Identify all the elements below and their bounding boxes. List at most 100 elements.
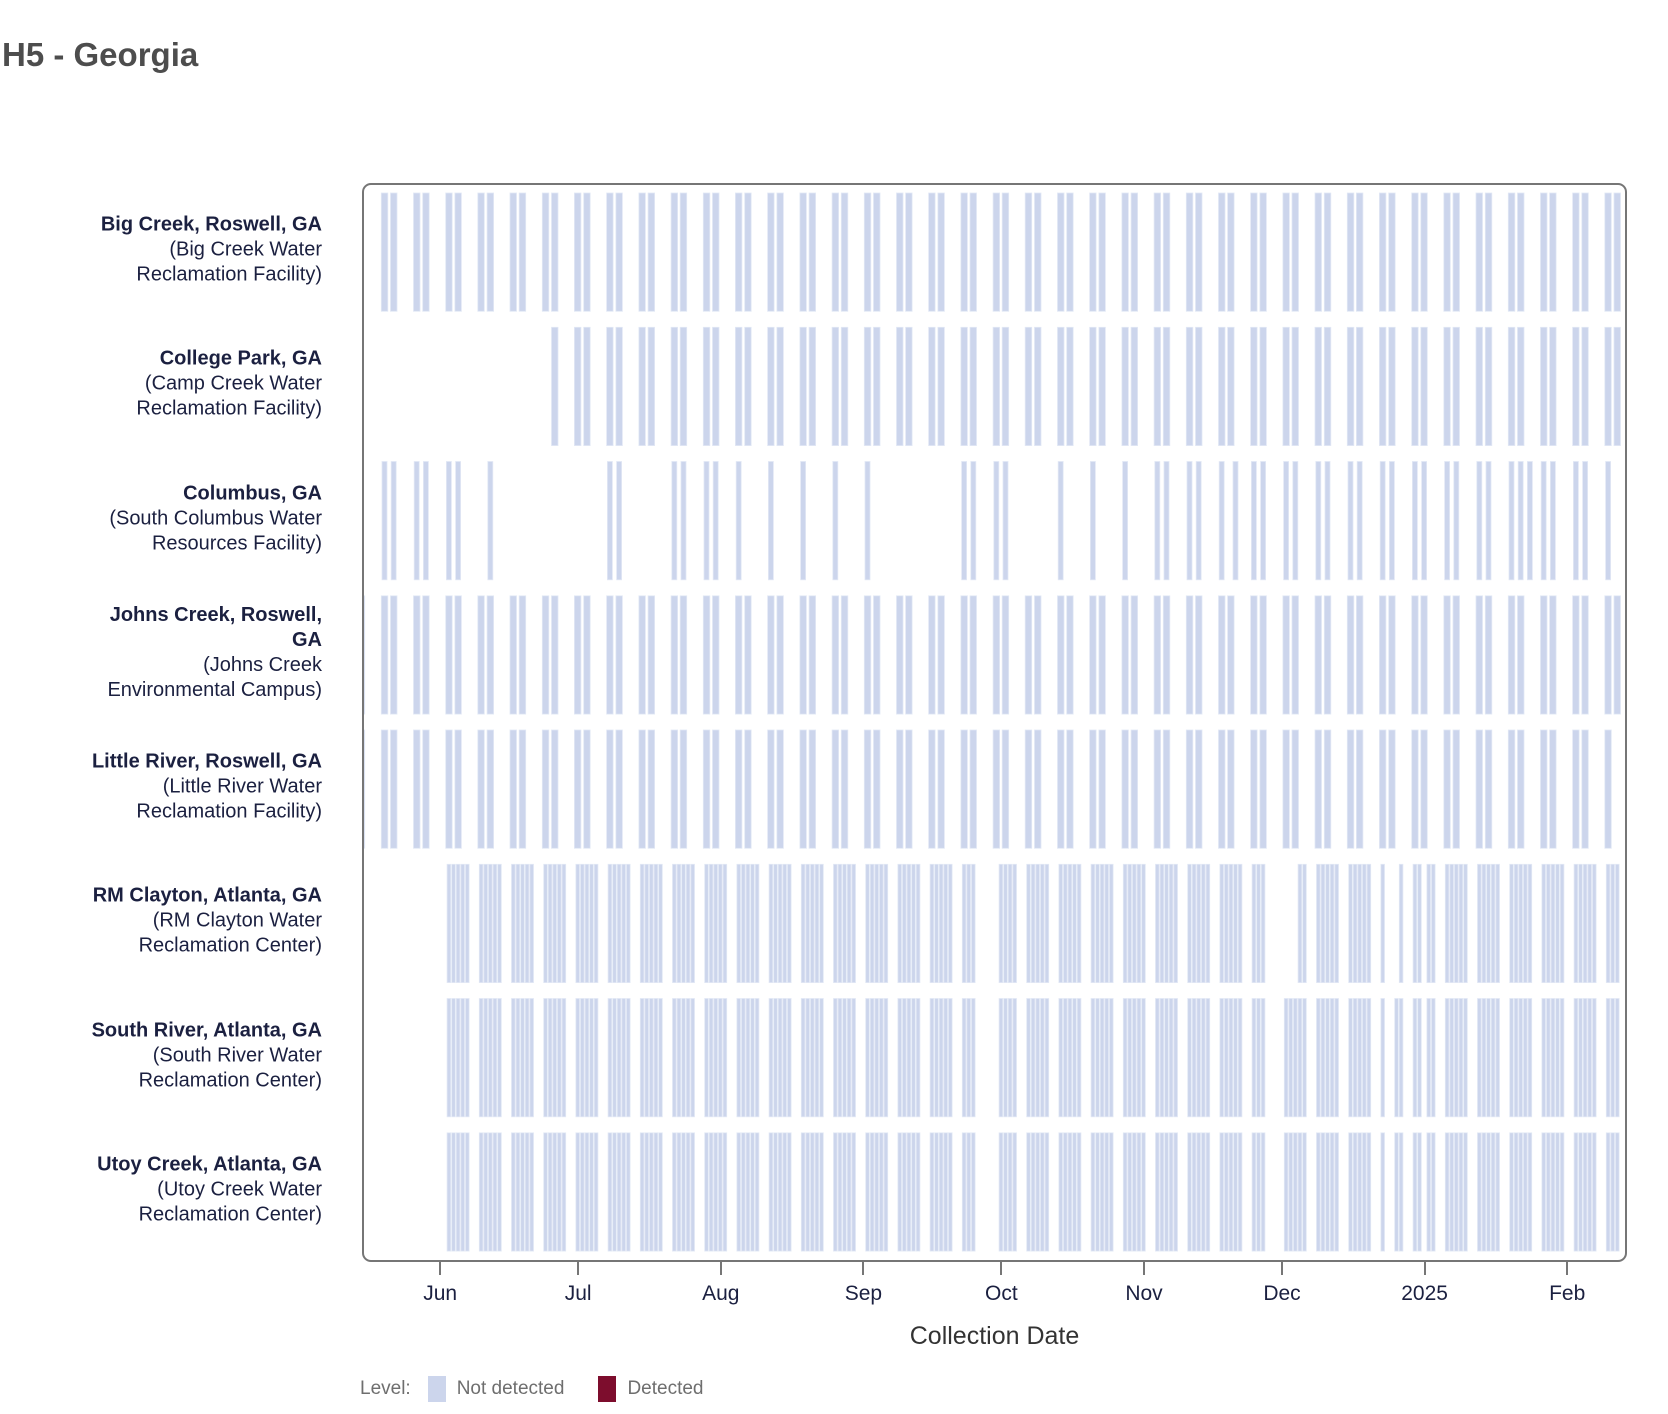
sample-tile: [1282, 192, 1290, 312]
facility-label: Big Creek, Roswell, GA (Big Creek Water Re…: [0, 213, 322, 288]
sample-tile: [518, 192, 527, 312]
sample-tile: [511, 863, 516, 983]
sample-tile: [712, 729, 720, 849]
sample-tile: [1297, 1132, 1303, 1252]
sample-tile: [1302, 1132, 1307, 1252]
sample-tile: [1454, 998, 1459, 1118]
sample-tile: [767, 461, 774, 581]
sample-tile: [1034, 595, 1042, 715]
sample-tile: [615, 326, 623, 447]
sample-tile: [1610, 1132, 1615, 1252]
sample-tile: [455, 1132, 461, 1252]
sample-tile: [1380, 863, 1385, 983]
sample-tile: [831, 192, 840, 312]
sample-tile: [1058, 863, 1063, 983]
sample-tile: [364, 729, 366, 849]
sample-tile: [639, 998, 645, 1118]
sample-tile: [612, 1132, 617, 1252]
sample-tile: [1168, 998, 1174, 1118]
sample-tile: [671, 461, 678, 581]
x-tick-label: Aug: [702, 1282, 740, 1305]
sample-tile: [584, 863, 590, 983]
sample-tile: [915, 1132, 921, 1252]
sample-tile: [1356, 595, 1364, 715]
sample-tile: [787, 863, 792, 983]
sample-tile: [874, 998, 879, 1118]
sample-tile: [1063, 863, 1068, 983]
sample-tile: [1325, 998, 1330, 1118]
sample-tile: [681, 1132, 686, 1252]
sample-tile: [584, 1132, 590, 1252]
sample-tile: [704, 863, 709, 983]
sample-tile: [777, 863, 783, 983]
sample-tile: [810, 863, 815, 983]
sample-tile: [593, 1132, 599, 1252]
sample-tile: [607, 1132, 613, 1252]
sample-tile: [1388, 595, 1396, 715]
sample-tile: [1458, 863, 1464, 983]
sample-tile: [1164, 863, 1169, 983]
sample-tile: [833, 863, 838, 983]
sample-tile: [943, 998, 948, 1118]
sample-tile: [518, 595, 527, 715]
facility-name: (Johns Creek: [203, 653, 322, 676]
sample-tile: [520, 998, 525, 1118]
sample-tile: [1066, 595, 1074, 715]
sample-tile: [612, 863, 617, 983]
sample-tile: [1347, 461, 1354, 581]
sample-tile: [805, 863, 810, 983]
sample-tile: [934, 863, 939, 983]
sample-tile: [948, 1132, 953, 1252]
sample-tile: [1159, 863, 1165, 983]
sample-tile: [1613, 595, 1621, 715]
sample-tile: [1089, 595, 1097, 715]
sample-tile: [647, 729, 656, 849]
sample-tile: [672, 863, 677, 983]
sample-tile: [1173, 998, 1178, 1118]
sample-tile: [1007, 998, 1013, 1118]
sample-tile: [1443, 192, 1451, 312]
sample-tile: [1205, 863, 1211, 983]
sample-tile: [1141, 863, 1146, 983]
sample-tile: [1121, 326, 1129, 447]
sample-tile: [552, 863, 557, 983]
sample-tile: [606, 461, 613, 581]
sample-tile: [1130, 595, 1138, 715]
x-tick-mark: [1143, 1262, 1145, 1275]
sample-tile: [1012, 863, 1017, 983]
sample-tile: [1024, 729, 1033, 849]
sample-tile: [1394, 1132, 1399, 1252]
sample-tile: [612, 998, 617, 1118]
sample-tile: [896, 326, 904, 447]
sample-tile: [810, 998, 815, 1118]
sample-tile: [1592, 1132, 1597, 1252]
sample-tiles: [364, 192, 1621, 1252]
sample-tile: [483, 1132, 488, 1252]
sample-tile: [515, 1132, 521, 1252]
sample-tile: [992, 326, 1000, 447]
sample-tile: [1388, 192, 1396, 312]
sample-tile: [1362, 1132, 1367, 1252]
sample-tile: [1527, 863, 1533, 983]
sample-tile: [915, 863, 921, 983]
sample-tile: [1411, 595, 1419, 715]
facility-city: RM Clayton, Atlanta, GA: [92, 884, 322, 907]
sample-tile: [676, 863, 682, 983]
sample-tile: [1251, 461, 1257, 581]
sample-tile: [1555, 998, 1560, 1118]
sample-tile: [557, 1132, 562, 1252]
sample-tile: [1352, 863, 1358, 983]
sample-tile: [961, 863, 967, 983]
sample-tile: [1362, 863, 1367, 983]
sample-tile: [773, 1132, 778, 1252]
sample-tile: [638, 192, 646, 312]
sample-tile: [1412, 461, 1418, 581]
sample-tile: [492, 1132, 498, 1252]
sample-tile: [1573, 1132, 1579, 1252]
sample-tile: [547, 998, 553, 1118]
sample-tile: [1550, 863, 1556, 983]
sample-tile: [679, 729, 688, 849]
sample-tile: [422, 192, 430, 312]
facility-label: Little River, Roswell, GA (Little River W…: [0, 750, 322, 825]
sample-tile: [1314, 729, 1322, 849]
